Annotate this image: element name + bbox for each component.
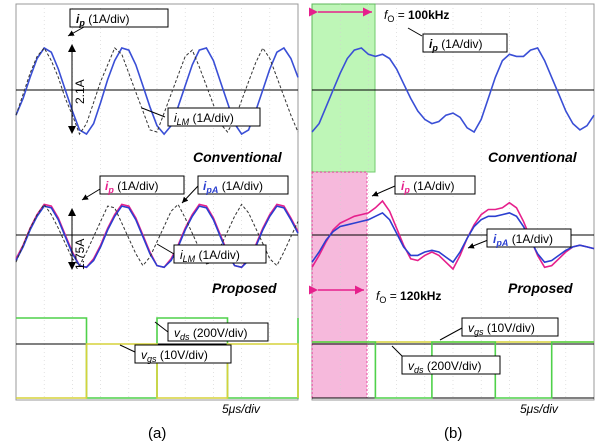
label-2-1a: 2.1A <box>73 79 87 104</box>
trace-b-proposed-ip <box>311 199 595 271</box>
trace-b-gate-drain-vds <box>312 341 594 399</box>
label-vgs-a: vgs (10V/div) <box>141 348 208 364</box>
highlight-green <box>311 3 376 173</box>
caption-b: (b) <box>444 425 462 442</box>
label-ip-bottom-b: ip (1A/div) <box>401 179 455 195</box>
panel-a-annotations: ip (1A/div) iLM (1A/div) 2.1A Convention… <box>67 8 289 442</box>
label-fo-top: fO = 100kHz <box>384 8 449 24</box>
trace-a-conventional-ilm <box>15 46 299 136</box>
trace-a-proposed-ilm <box>15 203 299 267</box>
label-vgs-b: vgs (10V/div) <box>468 321 535 337</box>
label-ip-bottom-a: ip (1A/div) <box>105 179 159 195</box>
label-vds-b: vds (200V/div) <box>408 359 482 375</box>
label-ip-top-a: ip (1A/div) <box>76 12 130 28</box>
caption-a: (a) <box>148 425 166 442</box>
label-scale-b: 5μs/div <box>520 402 559 416</box>
trace-a-gate-drain-vds <box>16 317 299 399</box>
label-vds-a: vds (200V/div) <box>174 326 248 342</box>
label-conventional-b: Conventional <box>488 149 578 165</box>
trace-b-proposed-ipa <box>311 211 595 264</box>
label-scale-a: 5μs/div <box>222 402 261 416</box>
trace-a-gate-drain-vgs <box>16 343 299 399</box>
label-conventional-a: Conventional <box>193 149 283 165</box>
label-ipa-b: ipA (1A/div) <box>493 232 553 248</box>
label-1-75a: 1.75A <box>73 239 87 270</box>
highlight-pink <box>311 171 368 399</box>
panel-b-annotations: fO = 100kHz ip (1A/div) Conventional ip … <box>309 7 578 442</box>
label-ip-top-b: ip (1A/div) <box>429 37 483 53</box>
panel-b <box>311 3 595 401</box>
label-proposed-a: Proposed <box>212 280 277 296</box>
label-fo-bottom: fO = 120kHz <box>376 289 441 305</box>
label-ilm-top-a: iLM (1A/div) <box>174 111 234 127</box>
label-proposed-b: Proposed <box>508 280 573 296</box>
trace-b-conventional-ip <box>311 47 595 134</box>
label-ilm-bottom-a: iLM (1A/div) <box>180 248 240 264</box>
label-ipa-a: ipA (1A/div) <box>203 179 263 195</box>
